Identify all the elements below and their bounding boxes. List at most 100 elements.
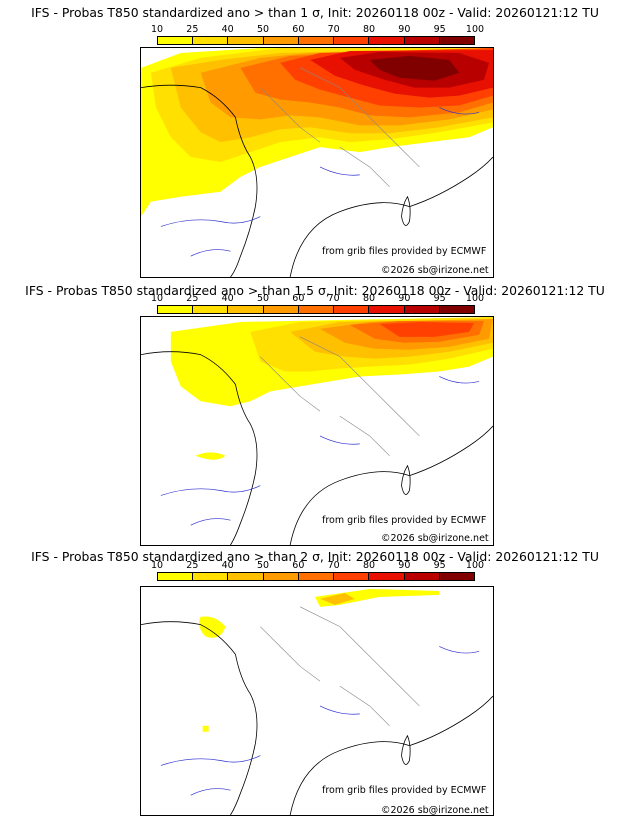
scale-swatch (404, 37, 440, 44)
scale-tick-label: 60 (292, 24, 305, 35)
scale-swatch (334, 573, 370, 580)
scale-tick-label: 90 (398, 560, 411, 571)
scale-tick-label: 90 (398, 293, 411, 304)
scale-swatch (404, 306, 440, 313)
corsica (401, 464, 411, 495)
borders (260, 336, 420, 456)
scale-swatch (334, 306, 370, 313)
source-credit: from grib files provided by ECMWF (322, 515, 487, 526)
color-scale: 10 25 40 50 60 70 80 90 95 100 (0, 293, 630, 333)
scale-tick-label: 40 (221, 560, 234, 571)
map-france-2sigma: from grib files provided by ECMWF ©2026 … (140, 586, 494, 816)
scale-tick-label: 10 (150, 293, 164, 304)
scale-swatch (298, 573, 335, 580)
source-credit: from grib files provided by ECMWF (322, 785, 487, 796)
scale-swatch (369, 573, 405, 580)
scale-swatch (228, 306, 264, 313)
scale-tick-label: 50 (256, 293, 270, 304)
coastline-med (289, 695, 493, 815)
scale-tick-label: 95 (433, 560, 446, 571)
scale-tick-label: 100 (465, 560, 485, 571)
prob-area-70 (379, 321, 475, 337)
rivers (160, 646, 480, 796)
scale-swatch (439, 573, 474, 580)
scale-tick-label: 70 (327, 293, 340, 304)
map-graphic (141, 48, 493, 277)
scale-swatch (158, 573, 194, 580)
scale-tick-label: 10 (150, 24, 164, 35)
scale-tick-label: 95 (433, 293, 446, 304)
coastline (141, 84, 258, 277)
corsica (401, 734, 411, 765)
panel-title: IFS - Probas T850 standardized ano > tha… (31, 549, 599, 564)
scale-swatch (158, 306, 194, 313)
scale-swatch (158, 37, 194, 44)
scale-swatch (369, 306, 405, 313)
copyright-credit: ©2026 sb@irizone.net (381, 533, 489, 544)
scale-swatch (263, 37, 299, 44)
scale-tick-label: 60 (292, 560, 305, 571)
scale-tick-label: 90 (398, 24, 411, 35)
coastline (141, 621, 258, 815)
scale-swatch (263, 573, 299, 580)
scale-swatch (263, 306, 299, 313)
scale-tick-label: 95 (433, 24, 446, 35)
scale-swatch (439, 37, 474, 44)
map-france-1sigma: from grib files provided by ECMWF ©2026 … (140, 47, 494, 278)
scale-tick-label: 80 (362, 293, 376, 304)
borders (260, 606, 420, 726)
coastline-med (289, 156, 493, 277)
scale-swatch (193, 37, 229, 44)
color-scale: 10 25 40 50 60 70 80 90 95 100 (0, 24, 630, 64)
panel-title: IFS - Probas T850 standardized ano > tha… (31, 5, 599, 20)
scale-swatch (193, 306, 229, 313)
scale-tick-label: 25 (186, 560, 199, 571)
scale-tick-label: 40 (221, 24, 234, 35)
scale-tick-label: 10 (150, 560, 164, 571)
scale-tick-label: 60 (292, 293, 305, 304)
rivers (160, 376, 480, 526)
scale-tick-label: 50 (256, 24, 270, 35)
scale-tick-label: 70 (327, 24, 340, 35)
scale-tick-label: 50 (256, 560, 270, 571)
scale-tick-label: 25 (186, 293, 199, 304)
prob-area-10 (315, 588, 440, 607)
scale-tick-label: 80 (362, 24, 376, 35)
scale-bar (157, 36, 475, 45)
prob-area-95 (369, 55, 460, 81)
prob-area-coast (195, 452, 226, 460)
map-graphic (141, 317, 493, 545)
copyright-credit: ©2026 sb@irizone.net (381, 805, 489, 816)
scale-tick-label: 100 (465, 293, 485, 304)
coastline-med (289, 425, 493, 545)
scale-swatch (439, 306, 474, 313)
color-scale: 10 25 40 50 60 70 80 90 95 100 (0, 560, 630, 600)
borders (260, 67, 420, 187)
scale-swatch (193, 573, 229, 580)
scale-swatch (369, 37, 405, 44)
scale-tick-label: 100 (465, 24, 485, 35)
scale-swatch (404, 573, 440, 580)
map-france-1p5sigma: from grib files provided by ECMWF ©2026 … (140, 316, 494, 546)
prob-area-spot (202, 725, 209, 732)
scale-tick-label: 70 (327, 560, 340, 571)
scale-tick-label: 80 (362, 560, 376, 571)
panel-1: IFS - Probas T850 standardized ano > tha… (0, 0, 630, 278)
panel-3: IFS - Probas T850 standardized ano > tha… (0, 548, 630, 828)
scale-swatch (298, 306, 335, 313)
panel-2: IFS - Probas T850 standardized ano > tha… (0, 278, 630, 548)
scale-tick-label: 25 (186, 24, 199, 35)
scale-tick-label: 40 (221, 293, 234, 304)
scale-swatch (228, 573, 264, 580)
corsica (401, 195, 411, 226)
coastline (141, 351, 258, 545)
panel-title: IFS - Probas T850 standardized ano > tha… (25, 283, 605, 298)
scale-bar (157, 305, 475, 314)
scale-swatch (228, 37, 264, 44)
source-credit: from grib files provided by ECMWF (322, 246, 487, 257)
map-graphic (141, 588, 493, 815)
scale-swatch (334, 37, 370, 44)
copyright-credit: ©2026 sb@irizone.net (381, 265, 489, 276)
prob-area-25 (319, 592, 355, 605)
scale-swatch (298, 37, 335, 44)
